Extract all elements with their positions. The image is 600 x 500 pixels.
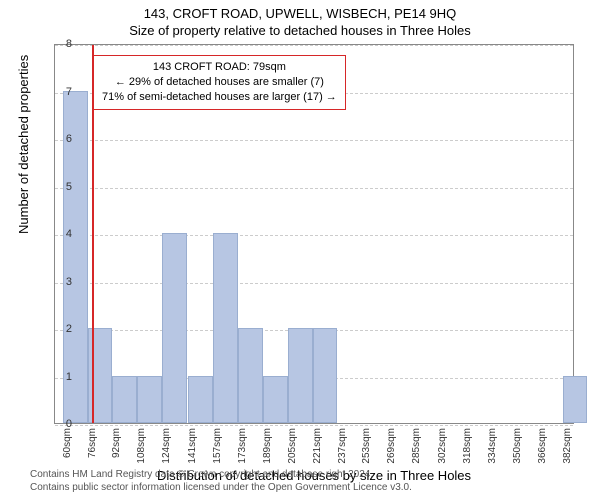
x-tick-label: 108sqm bbox=[136, 428, 147, 464]
x-tick-label: 318sqm bbox=[462, 428, 473, 464]
plot-area: 143 CROFT ROAD: 79sqm ← 29% of detached … bbox=[54, 44, 574, 424]
gridline-h bbox=[55, 283, 573, 284]
x-tick-label: 205sqm bbox=[287, 428, 298, 464]
gridline-h bbox=[55, 425, 573, 426]
info-callout-box: 143 CROFT ROAD: 79sqm ← 29% of detached … bbox=[93, 55, 346, 110]
histogram-bar bbox=[213, 233, 238, 423]
x-tick-label: 76sqm bbox=[87, 428, 98, 458]
x-tick-label: 141sqm bbox=[187, 428, 198, 464]
y-tick-label: 4 bbox=[66, 228, 72, 240]
x-tick-label: 189sqm bbox=[262, 428, 273, 464]
x-tick-label: 366sqm bbox=[537, 428, 548, 464]
histogram-bar bbox=[263, 376, 288, 424]
footer-line-2: Contains public sector information licen… bbox=[30, 481, 412, 494]
page-subtitle: Size of property relative to detached ho… bbox=[0, 21, 600, 38]
gridline-h bbox=[55, 235, 573, 236]
x-tick-label: 302sqm bbox=[437, 428, 448, 464]
x-tick-label: 157sqm bbox=[212, 428, 223, 464]
x-tick-label: 334sqm bbox=[487, 428, 498, 464]
x-tick-label: 92sqm bbox=[111, 428, 122, 458]
chart-container: 143 CROFT ROAD: 79sqm ← 29% of detached … bbox=[54, 44, 574, 424]
x-tick-label: 285sqm bbox=[411, 428, 422, 464]
gridline-h bbox=[55, 188, 573, 189]
footer-attribution: Contains HM Land Registry data © Crown c… bbox=[30, 468, 412, 494]
gridline-h bbox=[55, 45, 573, 46]
y-tick-label: 6 bbox=[66, 133, 72, 145]
y-tick-label: 3 bbox=[66, 276, 72, 288]
histogram-bar bbox=[162, 233, 187, 423]
x-tick-label: 221sqm bbox=[312, 428, 323, 464]
x-tick-label: 173sqm bbox=[237, 428, 248, 464]
histogram-bar bbox=[112, 376, 137, 424]
y-tick-label: 0 bbox=[66, 418, 72, 430]
page-title-address: 143, CROFT ROAD, UPWELL, WISBECH, PE14 9… bbox=[0, 0, 600, 21]
info-line-1: 143 CROFT ROAD: 79sqm bbox=[102, 60, 337, 75]
x-tick-label: 237sqm bbox=[337, 428, 348, 464]
gridline-h bbox=[55, 140, 573, 141]
info-line-2: ← 29% of detached houses are smaller (7) bbox=[102, 75, 337, 90]
y-tick-label: 7 bbox=[66, 86, 72, 98]
histogram-bar bbox=[313, 328, 338, 423]
histogram-bar bbox=[137, 376, 162, 424]
x-tick-label: 253sqm bbox=[361, 428, 372, 464]
histogram-bar bbox=[238, 328, 263, 423]
y-tick-label: 2 bbox=[66, 323, 72, 335]
y-tick-label: 5 bbox=[66, 181, 72, 193]
histogram-bar bbox=[563, 376, 588, 424]
histogram-bar bbox=[188, 376, 213, 424]
histogram-bar bbox=[288, 328, 313, 423]
x-tick-label: 124sqm bbox=[161, 428, 172, 464]
footer-line-1: Contains HM Land Registry data © Crown c… bbox=[30, 468, 412, 481]
y-tick-label: 1 bbox=[66, 371, 72, 383]
info-line-3: 71% of semi-detached houses are larger (… bbox=[102, 90, 337, 105]
x-tick-label: 60sqm bbox=[62, 428, 73, 458]
y-axis-label: Number of detached properties bbox=[16, 55, 31, 234]
y-tick-label: 8 bbox=[66, 38, 72, 50]
x-tick-label: 269sqm bbox=[386, 428, 397, 464]
x-tick-label: 350sqm bbox=[512, 428, 523, 464]
x-tick-label: 382sqm bbox=[562, 428, 573, 464]
